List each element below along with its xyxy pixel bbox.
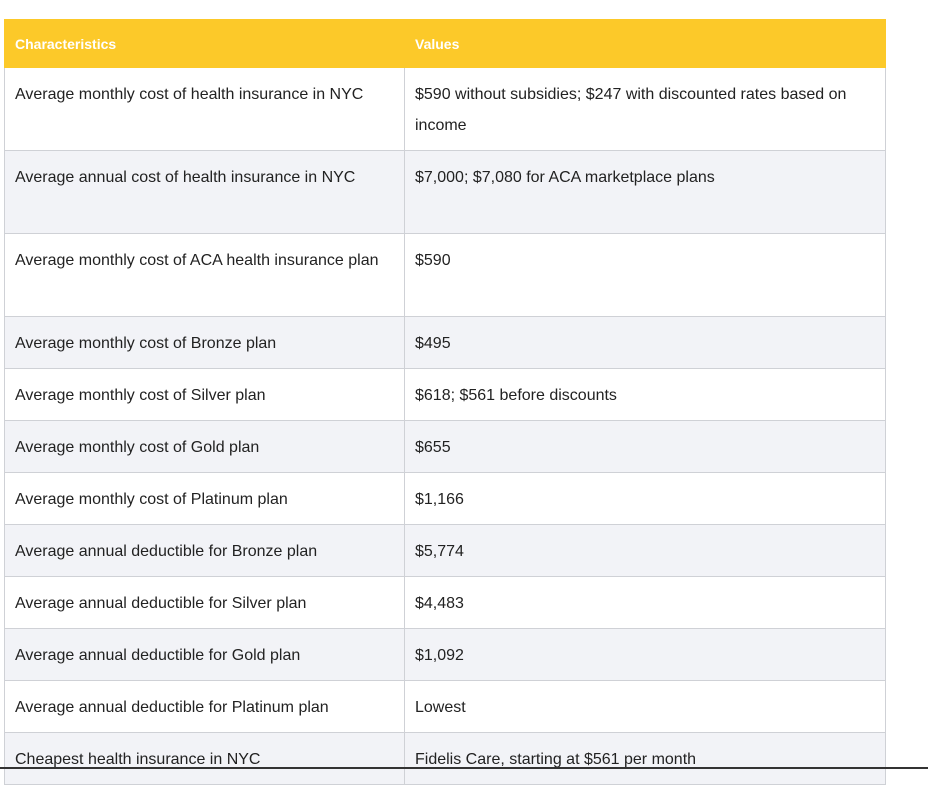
table-cell: $495 bbox=[405, 317, 886, 369]
table-row: Average annual cost of health insurance … bbox=[5, 151, 886, 234]
table-cell: $1,166 bbox=[405, 473, 886, 525]
header-cell: Characteristics bbox=[5, 20, 405, 68]
table-cell: $590 bbox=[405, 234, 886, 317]
table-row: Average monthly cost of ACA health insur… bbox=[5, 234, 886, 317]
header-cell: Values bbox=[405, 20, 886, 68]
table-cell: Average monthly cost of ACA health insur… bbox=[5, 234, 405, 317]
table-row: Average monthly cost of Platinum plan$1,… bbox=[5, 473, 886, 525]
table-container: Characteristics Values Average monthly c… bbox=[4, 19, 885, 785]
table-cell: Average monthly cost of Bronze plan bbox=[5, 317, 405, 369]
table-cell: Average annual deductible for Gold plan bbox=[5, 629, 405, 681]
bottom-border bbox=[0, 767, 928, 769]
table-cell: Average annual deductible for Silver pla… bbox=[5, 577, 405, 629]
table-cell: $4,483 bbox=[405, 577, 886, 629]
table-cell: $655 bbox=[405, 421, 886, 473]
table-cell: Average monthly cost of health insurance… bbox=[5, 68, 405, 151]
table-cell: Cheapest health insurance in NYC bbox=[5, 733, 405, 785]
table-row: Average annual deductible for Bronze pla… bbox=[5, 525, 886, 577]
table-row: Average monthly cost of Bronze plan$495 bbox=[5, 317, 886, 369]
table-row: Average annual deductible for Platinum p… bbox=[5, 681, 886, 733]
table-cell: Lowest bbox=[405, 681, 886, 733]
table-row: Average monthly cost of Silver plan$618;… bbox=[5, 369, 886, 421]
table-cell: $1,092 bbox=[405, 629, 886, 681]
table-cell: Average monthly cost of Gold plan bbox=[5, 421, 405, 473]
table-cell: $5,774 bbox=[405, 525, 886, 577]
table-row: Cheapest health insurance in NYCFidelis … bbox=[5, 733, 886, 785]
table-cell: Average annual cost of health insurance … bbox=[5, 151, 405, 234]
table-row: Average monthly cost of health insurance… bbox=[5, 68, 886, 151]
table-cell: Average monthly cost of Silver plan bbox=[5, 369, 405, 421]
cost-table: Characteristics Values Average monthly c… bbox=[4, 19, 886, 785]
table-cell: Fidelis Care, starting at $561 per month bbox=[405, 733, 886, 785]
table-cell: $590 without subsidies; $247 with discou… bbox=[405, 68, 886, 151]
table-cell: $7,000; $7,080 for ACA marketplace plans bbox=[405, 151, 886, 234]
table-row: Average annual deductible for Gold plan$… bbox=[5, 629, 886, 681]
table-cell: Average annual deductible for Platinum p… bbox=[5, 681, 405, 733]
table-body: Average monthly cost of health insurance… bbox=[5, 68, 886, 785]
table-cell: Average monthly cost of Platinum plan bbox=[5, 473, 405, 525]
table-row: Average monthly cost of Gold plan$655 bbox=[5, 421, 886, 473]
header-row: Characteristics Values bbox=[5, 20, 886, 68]
table-cell: Average annual deductible for Bronze pla… bbox=[5, 525, 405, 577]
table-row: Average annual deductible for Silver pla… bbox=[5, 577, 886, 629]
table-cell: $618; $561 before discounts bbox=[405, 369, 886, 421]
